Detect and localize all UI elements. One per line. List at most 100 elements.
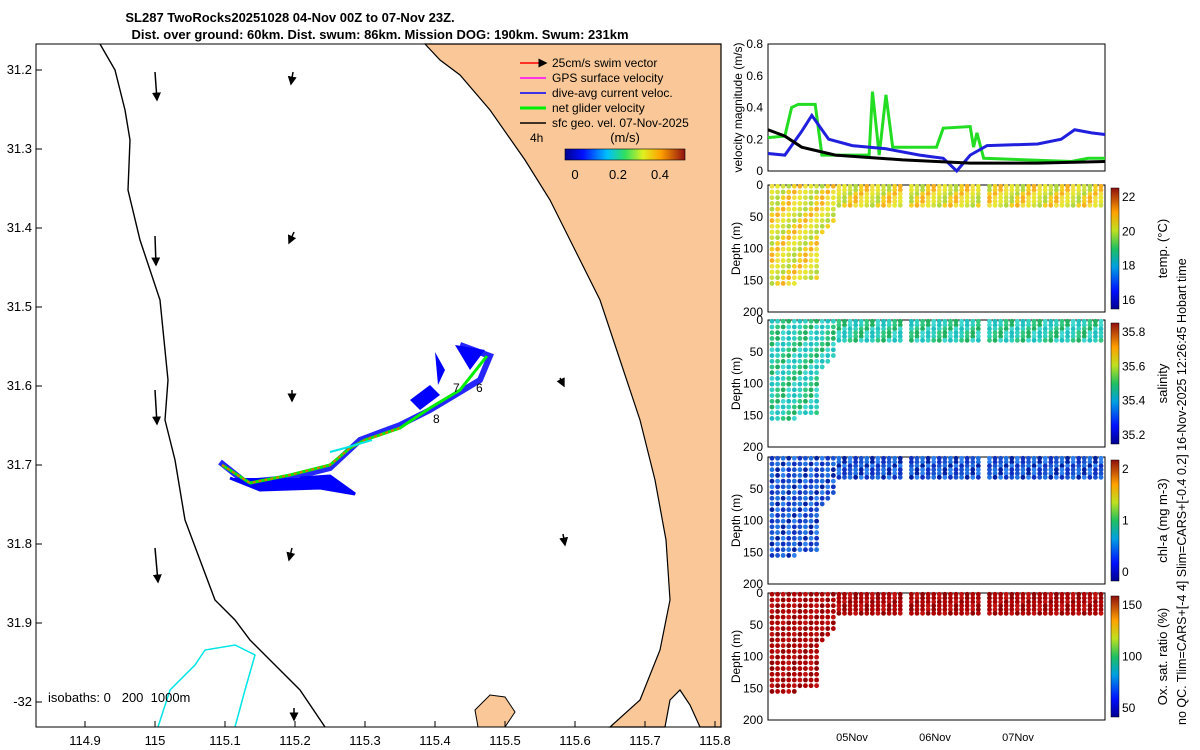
section-data-point [775,603,780,609]
section-data-point [808,535,814,541]
section-data-point [942,595,948,601]
section-data-point [791,524,797,530]
section-data-point [791,626,797,631]
section-data-point [825,330,831,336]
section-data-point [881,326,886,332]
section-data-point [791,631,797,637]
section-data-point [1087,326,1093,332]
section-data-point [780,467,786,473]
section-data-point [909,187,914,193]
section-data-point [1059,474,1065,480]
section-data-point [814,597,820,603]
section-data-point [869,187,875,193]
section-data-point [964,202,970,208]
section-data-point [953,591,959,597]
section-data-point [836,467,842,473]
section-data-point [797,495,803,501]
section-data-point [914,330,920,336]
section-data-point [791,547,797,553]
section-data-point [1053,326,1059,332]
section-data-point [836,610,842,616]
section-data-point [797,614,803,620]
section-data-point [1020,459,1026,465]
section-data-point [936,202,942,208]
section-data-point [909,603,914,609]
section-data-point [797,398,803,404]
section-data-point [964,187,970,193]
section-data-point [803,229,808,235]
section-data-point [825,490,831,495]
colorbar-tick: 100 [1122,650,1142,664]
section-data-point [803,201,808,206]
section-data-point [1042,474,1048,480]
section-data-point [1076,330,1082,336]
section-data-point [803,183,808,189]
section-data-point [925,463,931,469]
section-data-point [847,455,853,461]
section-data-point [1070,330,1076,336]
section-data-point [858,599,864,605]
section-data-point [780,246,786,252]
section-data-point [803,252,808,258]
section-data-point [948,471,953,476]
section-data-point [936,334,942,339]
section-data-point [1087,330,1093,336]
section-data-point [847,183,853,189]
section-data-point [942,471,948,476]
colorbar-tick: 50 [1122,701,1136,715]
section-data-point [1076,459,1082,465]
section-data-point [970,455,976,461]
section-data-point [769,490,775,495]
section-data-point [1093,191,1098,197]
section-data-point [959,191,964,197]
section-data-point [987,474,992,480]
section-data-point [886,603,892,609]
section-data-point [1070,187,1076,193]
section-data-point [786,330,792,336]
section-data-point [775,530,780,535]
section-data-point [1065,455,1070,461]
section-data-point [942,603,948,609]
section-data-point [1098,603,1104,609]
section-data-point [959,599,964,605]
section-data-point [948,187,953,193]
section-data-point [1026,595,1031,601]
section-data-point [925,474,931,480]
section-data-point [881,191,886,197]
x-tick-label: 115 [145,733,166,748]
section-data-point [936,603,942,609]
section-data-point [948,334,953,339]
section-data-point [775,484,780,490]
section-data-point [791,649,797,654]
section-data-point [964,195,970,201]
section-data-point [808,341,814,347]
section-data-point [780,410,786,416]
section-data-point [786,535,792,541]
section-data-point [1093,591,1098,597]
section-data-point [786,336,792,341]
section-data-point [964,191,970,197]
section-data-point [786,324,792,330]
section-data-point [1093,337,1098,343]
section-data-point [875,337,881,343]
section-data-point [814,671,820,677]
section-data-point [814,189,820,195]
section-data-point [842,334,847,339]
section-data-point [1070,474,1076,480]
section-data-point [1037,334,1043,339]
section-data-point [1037,603,1043,609]
section-data-point [1098,610,1104,616]
section-data-point [803,666,808,671]
section-data-point [869,337,875,343]
section-data-point [936,463,942,469]
section-data-point [975,591,981,597]
section-data-point [959,607,964,612]
section-data-point [769,660,775,666]
section-data-point [842,183,847,189]
section-data-point [909,318,914,324]
section-data-point [970,463,976,469]
section-data-point [864,187,870,193]
section-data-point [909,199,914,204]
section-data-point [791,381,797,387]
